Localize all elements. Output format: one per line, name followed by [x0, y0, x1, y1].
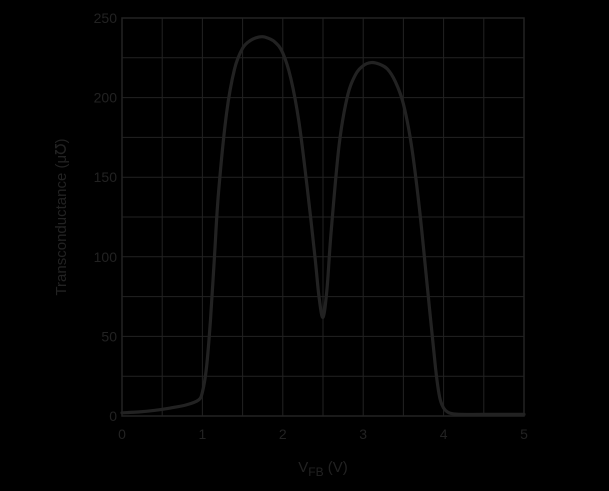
grid-lines: [122, 18, 524, 416]
x-axis-label-unit: (V): [324, 459, 348, 476]
x-tick-label: 2: [279, 426, 287, 442]
y-tick-label: 0: [109, 408, 117, 424]
y-tick-label: 50: [101, 328, 117, 344]
x-axis-label-subscript: FB: [308, 465, 323, 479]
y-tick-label: 250: [94, 10, 118, 26]
y-tick-labels: 0 50 100 150 200 250: [94, 10, 118, 424]
plot-frame: [121, 17, 525, 417]
x-tick-label: 0: [118, 426, 126, 442]
y-tick-label: 100: [94, 249, 118, 265]
series-line: [120, 35, 526, 417]
x-tick-label: 5: [520, 426, 528, 442]
x-tick-label: 4: [440, 426, 448, 442]
y-tick-label: 150: [94, 169, 118, 185]
x-tick-label: 3: [359, 426, 367, 442]
x-axis-label: VFB (V): [298, 459, 348, 479]
x-tick-labels: 0 1 2 3 4 5: [118, 426, 528, 442]
x-tick-label: 1: [199, 426, 207, 442]
y-axis-label: Transconductance (μ℧): [53, 138, 70, 295]
y-tick-label: 200: [94, 90, 118, 106]
x-axis-label-main: V: [298, 459, 308, 476]
